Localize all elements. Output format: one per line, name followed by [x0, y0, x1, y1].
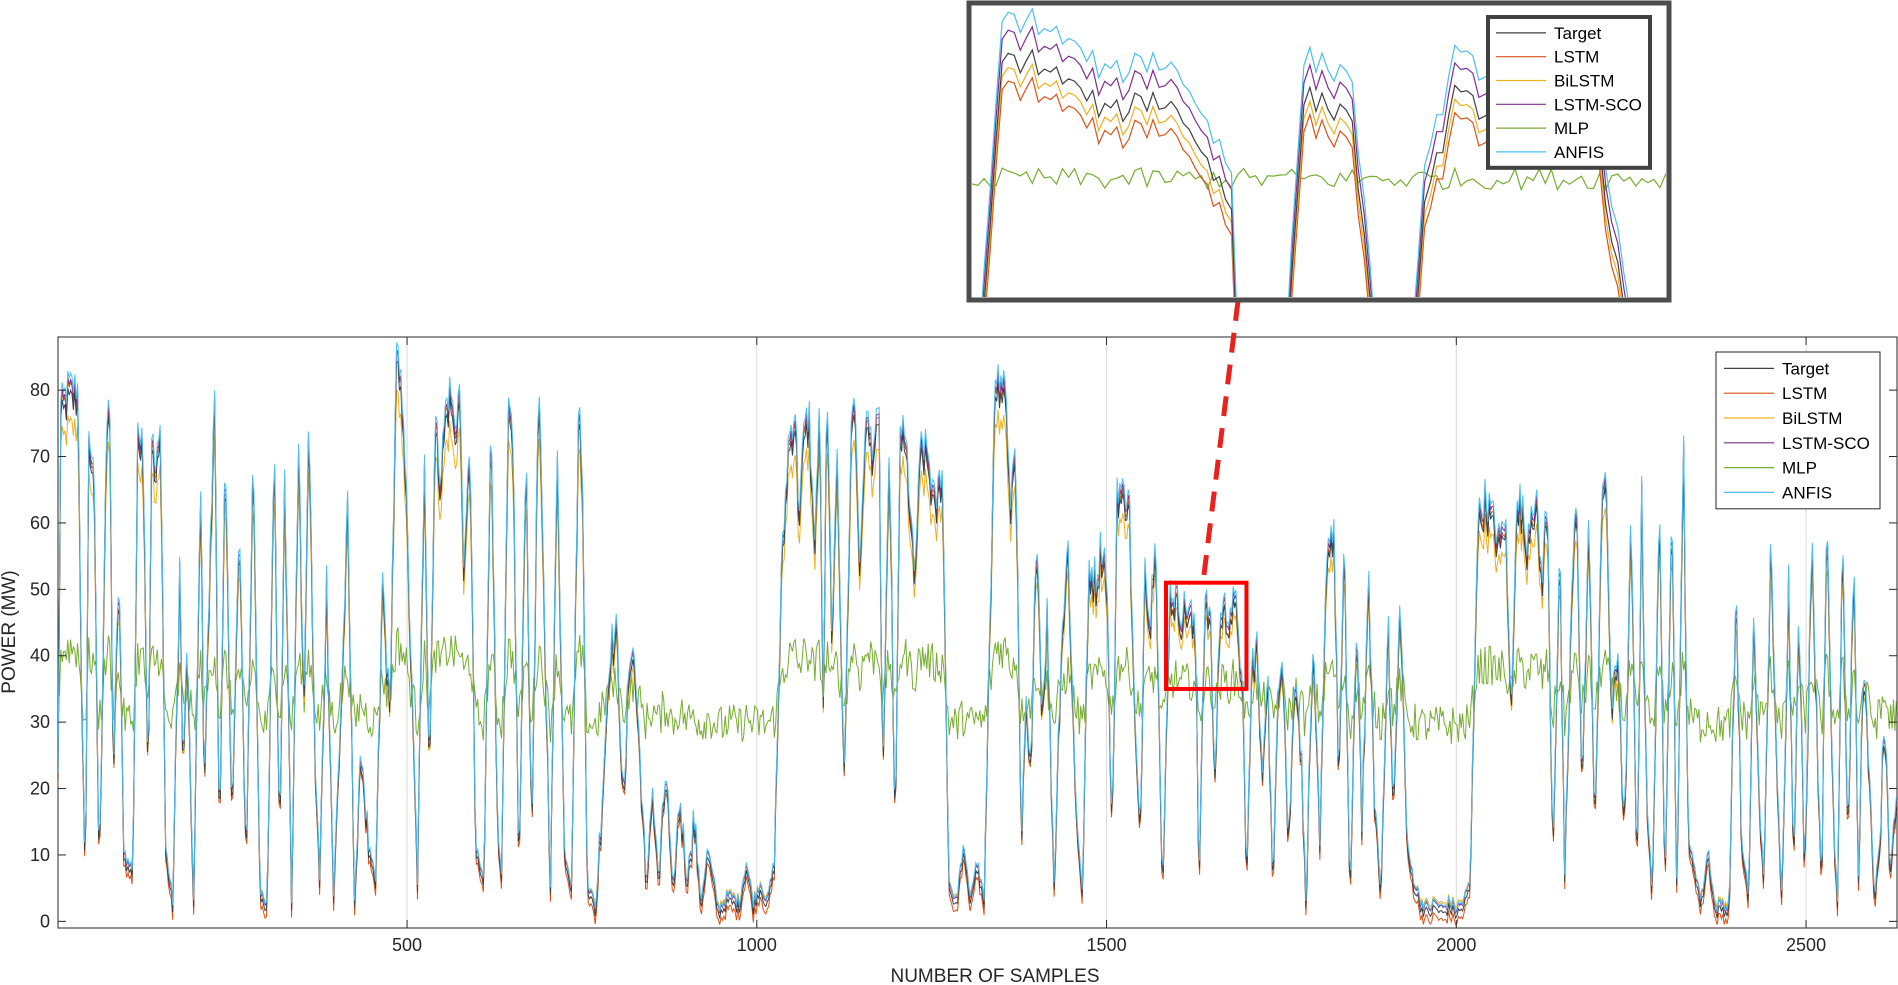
x-tick-label: 500 — [392, 935, 422, 955]
y-tick-label: 70 — [30, 447, 50, 467]
legend-label: LSTM-SCO — [1554, 95, 1642, 114]
inset-legend: Target LSTM BiLSTM LSTM-SCO MLP ANFIS — [1486, 15, 1652, 170]
main-plot-area — [57, 336, 1898, 929]
main-plot: 500 1000 1500 2000 2500 0 10 20 30 40 50 60 70 80 NU… — [0, 336, 1898, 985]
y-tick-label: 60 — [30, 513, 50, 533]
inset-series-line-mlp — [972, 166, 1666, 192]
y-tick-label: 0 — [40, 911, 50, 931]
zoom-inset: Target LSTM BiLSTM LSTM-SCO MLP ANFIS — [966, 0, 1672, 303]
x-tick-label: 2500 — [1786, 935, 1826, 955]
legend-label: ANFIS — [1782, 483, 1832, 502]
y-tick-label: 40 — [30, 646, 50, 666]
y-tick-label: 80 — [30, 380, 50, 400]
main-legend: Target LSTM BiLSTM LSTM-SCO MLP ANFIS — [1715, 351, 1881, 510]
x-tick-label: 1500 — [1087, 935, 1127, 955]
x-axis-ticks: 500 1000 1500 2000 2500 — [392, 337, 1826, 955]
zoom-region-box — [1164, 580, 1249, 691]
legend-label: MLP — [1554, 119, 1589, 138]
x-gridlines — [406, 337, 1807, 928]
legend-label: LSTM-SCO — [1782, 434, 1870, 453]
y-tick-label: 10 — [30, 845, 50, 865]
y-tick-label: 20 — [30, 779, 50, 799]
y-axis-ticks: 0 10 20 30 40 50 60 70 80 — [30, 380, 1897, 931]
x-tick-label: 2000 — [1436, 935, 1476, 955]
legend-label: MLP — [1782, 459, 1817, 478]
legend-label: Target — [1782, 359, 1830, 378]
y-axis-label: POWER (MW) — [0, 570, 20, 693]
legend-label: BiLSTM — [1782, 409, 1842, 428]
zoom-connector-line — [1200, 300, 1241, 582]
legend-box — [1486, 15, 1652, 170]
y-tick-label: 50 — [30, 579, 50, 599]
legend-box — [1715, 351, 1881, 510]
x-tick-label: 1000 — [737, 935, 777, 955]
series-line-anfis — [58, 341, 1897, 913]
legend-label: LSTM — [1554, 48, 1599, 67]
series-line-mlp — [58, 627, 1897, 744]
y-tick-label: 30 — [30, 712, 50, 732]
legend-label: Target — [1554, 24, 1602, 43]
legend-label: BiLSTM — [1554, 72, 1614, 91]
x-axis-label: NUMBER OF SAMPLES — [890, 966, 1099, 985]
main-series-lines — [58, 341, 1897, 926]
legend-label: LSTM — [1782, 384, 1827, 403]
legend-label: ANFIS — [1554, 143, 1604, 162]
